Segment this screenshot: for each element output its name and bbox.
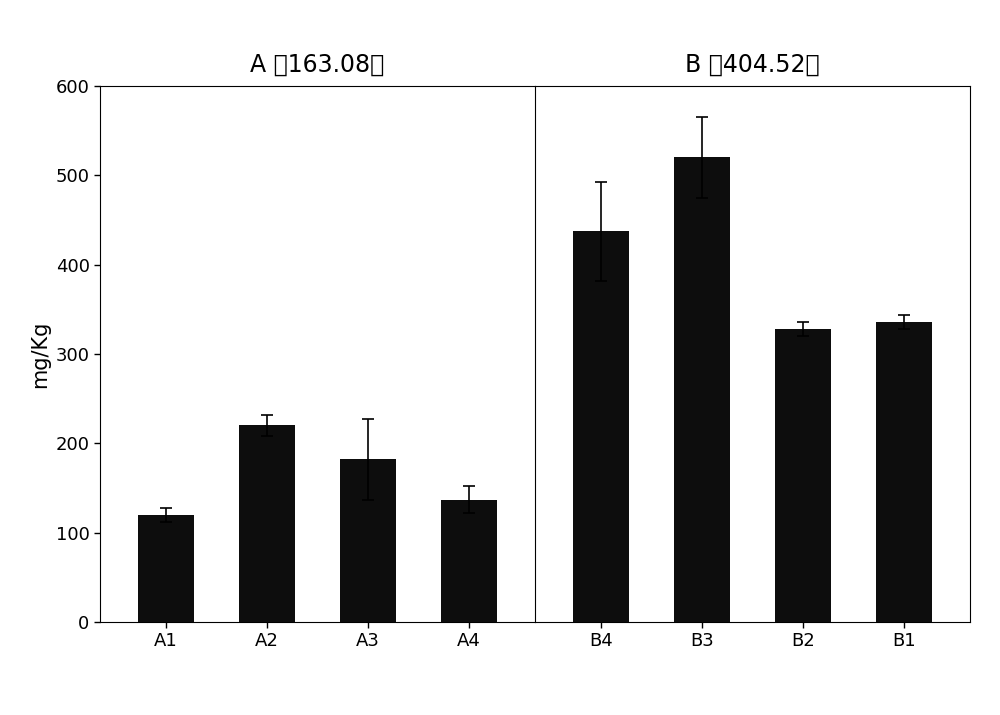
Bar [876, 322, 932, 622]
Y-axis label: mg/Kg: mg/Kg [30, 320, 50, 388]
Bar [674, 157, 730, 622]
Title: B （404.52）: B （404.52） [685, 53, 820, 77]
Bar [340, 459, 396, 622]
Bar [441, 500, 497, 622]
Bar [775, 329, 831, 622]
Bar [239, 425, 295, 622]
Bar [138, 515, 194, 622]
Bar [573, 232, 629, 622]
Title: A （163.08）: A （163.08） [250, 53, 385, 77]
